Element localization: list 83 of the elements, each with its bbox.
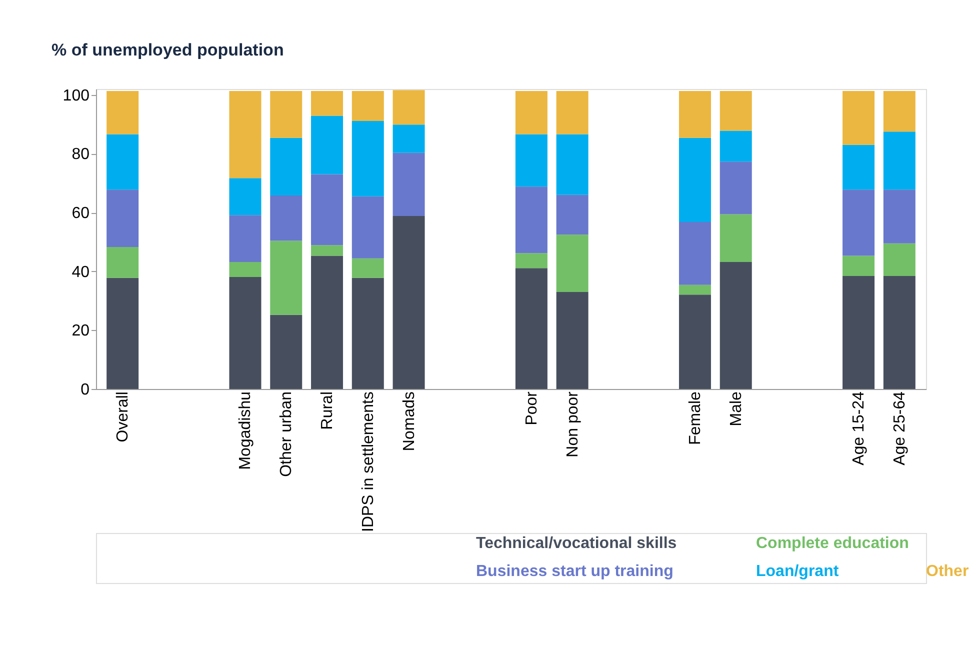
bar [311,116,344,174]
x-tick-label: Other urban [278,392,296,477]
bar [515,91,548,134]
bar [352,121,384,196]
bar [842,190,875,256]
y-tick-label: 0 [80,382,90,398]
bar [106,91,139,134]
x-tick-label: Non poor [564,390,582,458]
y-tick-label: 20 [72,322,90,340]
bar [678,138,711,222]
bar [515,268,548,389]
bar [883,276,916,389]
bar [842,256,875,276]
bar [678,222,711,285]
bar [556,292,588,389]
bar [270,314,302,389]
bar [392,124,425,153]
bar [720,162,752,214]
bar [106,278,139,389]
text: Technical/vocational skills [476,535,677,552]
bar [720,130,752,162]
bar [311,256,344,389]
bar [352,278,384,389]
bar [883,91,916,132]
bar [270,91,302,138]
bar [352,91,384,122]
bar [556,91,588,134]
bar [352,258,384,278]
bar [229,262,262,277]
bar [720,262,752,389]
bar [556,194,588,235]
y-tick-label: 100 [62,87,90,104]
bar [720,214,752,262]
bar [270,240,302,315]
bar [229,215,262,262]
bar [678,284,711,295]
text: Loan/grant [756,563,840,580]
x-tick-label: Mogadishu [237,392,254,470]
bar [515,134,548,187]
bar [106,134,139,190]
bar [392,152,425,216]
y-axis-title: % of unemployed population [52,40,284,60]
bar [883,190,916,244]
bar [270,195,302,241]
bar [392,216,425,389]
x-tick-label: Male [728,391,745,426]
x-tick-label: Rural [319,392,336,430]
bar [720,91,752,131]
text: Business start up training [476,563,674,580]
bar [678,294,711,389]
y-tick-label: 80 [72,146,90,164]
bar [556,134,588,195]
x-tick-label: Nomads [400,392,418,452]
bar [106,246,139,278]
bar [392,90,425,125]
x-tick-label: IDPS in settlements [360,392,377,532]
bar [883,243,916,276]
y-tick-label: 60 [72,205,90,222]
bar [229,178,262,216]
bar [842,276,875,389]
bar [229,276,262,389]
bar [311,245,344,256]
bar [229,91,262,178]
y-tick-label: 40 [72,264,90,281]
bar [515,253,548,268]
x-tick-label: Female [686,391,704,445]
bar [556,234,588,292]
text: Complete education [756,535,909,552]
bar [270,138,302,196]
bar [352,196,384,258]
text: Other [926,563,969,580]
x-tick-label: Age 15-24 [850,391,868,466]
bar [515,186,548,254]
bar [311,91,344,116]
bar [678,91,711,138]
x-tick-label: Overall [114,392,132,442]
x-tick-label: Age 25-64 [891,391,908,466]
bar [883,132,916,190]
bar [842,144,875,190]
bar [311,174,344,246]
x-tick-label: Poor [523,390,540,426]
bar [842,91,875,145]
bar [106,190,139,247]
